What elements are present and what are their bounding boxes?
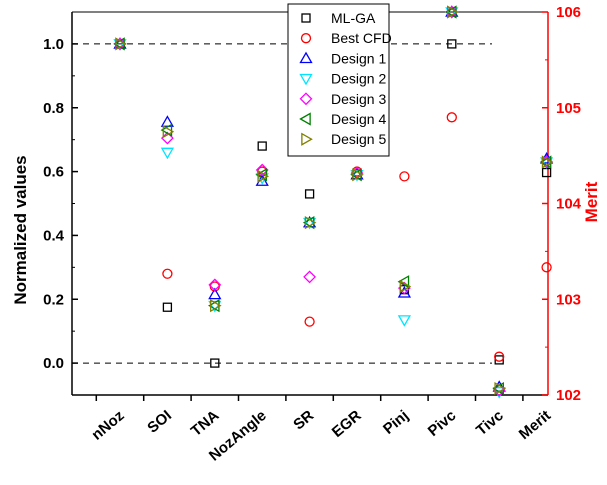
legend-label: Design 1 [331, 50, 386, 66]
category-label: Merit [516, 407, 554, 443]
data-point [447, 39, 457, 49]
legend-marker [299, 51, 313, 64]
data-point [397, 286, 412, 298]
category-label: Pinj [380, 407, 412, 438]
left-tick-label: 1.0 [43, 36, 64, 53]
legend-box [287, 3, 390, 157]
data-point [541, 155, 554, 169]
data-point [210, 358, 220, 368]
left-axis-ticks: 0.0 0.2 0.4 0.6 0.8 1.0 [43, 11, 78, 396]
category-label: SR [290, 407, 317, 434]
left-tick-label: 0.4 [43, 227, 65, 244]
data-point [352, 168, 364, 182]
legend-marker [299, 112, 311, 126]
y-axis-title-right: Merit [582, 181, 601, 222]
data-point [541, 262, 552, 273]
right-tick-label: 104 [556, 196, 582, 213]
legend-label: Design 5 [331, 131, 386, 147]
right-tick-label: 106 [556, 4, 581, 21]
right-tick-label: 102 [556, 387, 581, 404]
series-design-5 [115, 5, 554, 396]
data-point [302, 216, 315, 230]
data-point [304, 316, 315, 327]
legend-marker [301, 13, 311, 23]
data-point [445, 7, 459, 19]
data-point [113, 37, 125, 51]
data-point [162, 125, 175, 139]
data-point [207, 299, 220, 313]
data-point [539, 157, 554, 169]
data-point [160, 123, 173, 137]
legend-label: Design 2 [331, 71, 386, 87]
legend-marker [299, 92, 313, 106]
left-tick-label: 0.0 [43, 355, 64, 372]
left-tick-label: 0.2 [43, 291, 64, 308]
category-label: SOI [144, 407, 175, 437]
category-label: nNoz [89, 407, 128, 444]
left-tick-label: 0.6 [43, 164, 64, 181]
data-point [302, 215, 317, 228]
series-design-4 [113, 5, 552, 396]
data-point [210, 299, 222, 313]
data-point [208, 278, 222, 292]
data-point [494, 381, 507, 396]
data-point [255, 163, 269, 177]
data-point [541, 167, 552, 178]
data-point [160, 147, 175, 160]
data-point [397, 275, 410, 289]
data-point [113, 39, 127, 51]
data-point [302, 217, 317, 230]
data-point [539, 155, 552, 169]
data-point [399, 279, 412, 294]
right-tick-label: 103 [556, 291, 581, 308]
data-point [492, 381, 504, 396]
data-point [303, 270, 317, 284]
data-point [304, 216, 317, 230]
legend-label: Design 4 [331, 111, 386, 127]
data-point [494, 351, 505, 362]
category-label: Pivc [425, 407, 460, 440]
data-point [304, 189, 315, 199]
data-point [447, 5, 459, 19]
category-label: TNA [188, 407, 223, 440]
reference-lines [72, 43, 492, 364]
data-point [444, 5, 457, 19]
category-label: EGR [329, 407, 365, 441]
data-point [257, 169, 270, 183]
data-point [208, 300, 222, 313]
category-label: Tivc [473, 407, 507, 439]
data-point [350, 168, 362, 182]
data-point [208, 287, 222, 300]
legend-marker [301, 132, 313, 146]
legend-marker [300, 33, 312, 44]
legend-marker [299, 73, 313, 86]
legend-label: Design 3 [331, 91, 386, 107]
data-point [162, 268, 173, 279]
legend: ML-GA Best CFD Design 1 Design 2 Design 3 Des… [287, 3, 392, 157]
right-tick-label: 105 [556, 100, 581, 117]
data-point [257, 141, 267, 151]
y-axis-title-left: Normalized values [11, 155, 30, 304]
legend-label: Best CFD [331, 30, 392, 46]
data-point [113, 37, 127, 49]
right-axis-ticks: 102 103 104 105 106 [542, 4, 582, 404]
left-tick-label: 0.8 [43, 100, 64, 117]
data-point [446, 112, 457, 123]
data-point [115, 37, 127, 51]
data-point [255, 168, 267, 182]
data-point [162, 302, 173, 312]
data-points [113, 5, 554, 399]
data-point [445, 5, 459, 17]
legend-label: ML-GA [331, 10, 376, 26]
data-point [399, 171, 410, 182]
data-point [397, 315, 412, 327]
